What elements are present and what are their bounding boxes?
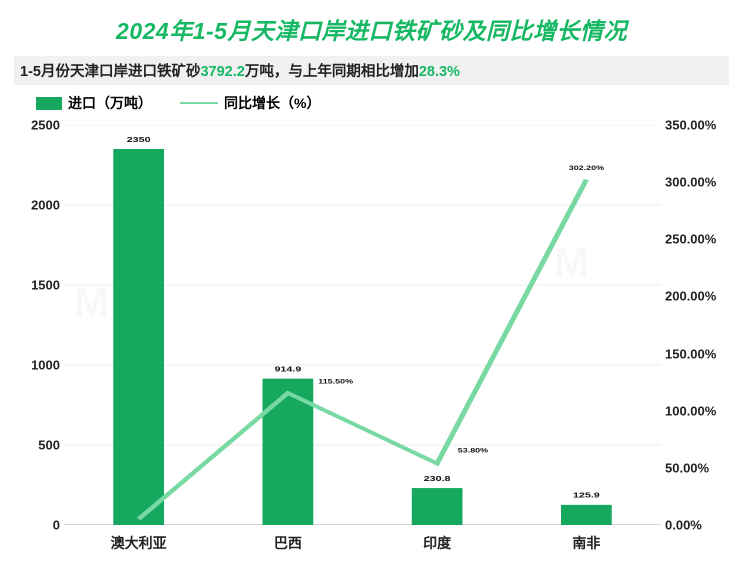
chart-title: 2024年1-5月天津口岸进口铁矿砂及同比增长情况 <box>0 0 743 46</box>
bar <box>412 488 463 525</box>
x-category-label: 巴西 <box>274 533 302 553</box>
x-category-label: 南非 <box>572 533 600 553</box>
legend-item-line: 同比增长（%） <box>180 93 320 113</box>
y-right-tick: 200.00% <box>665 290 729 303</box>
bar-value-label: 914.9 <box>274 365 301 373</box>
y-right-tick: 300.00% <box>665 176 729 189</box>
y-left-tick: 1500 <box>14 279 60 292</box>
bar-value-label: 125.9 <box>573 491 600 499</box>
bar-value-label: 2350 <box>127 136 151 144</box>
subtitle: 1-5月份天津口岸进口铁矿砂3792.2万吨，与上年同期相比增加28.3% <box>14 56 729 85</box>
legend-swatch-line <box>180 102 218 104</box>
subtitle-prefix: 1-5月份天津口岸进口铁矿砂 <box>20 64 200 80</box>
bar <box>113 149 164 525</box>
x-category-label: 澳大利亚 <box>111 533 167 553</box>
y-left-tick: 0 <box>14 519 60 532</box>
y-left-tick: 2000 <box>14 199 60 212</box>
y-right-tick: 250.00% <box>665 233 729 246</box>
bar-value-label: 230.8 <box>424 475 451 483</box>
legend: 进口（万吨） 同比增长（%） <box>36 93 743 113</box>
legend-label-line: 同比增长（%） <box>224 93 320 113</box>
subtitle-mid: 万吨，与上年同期相比增加 <box>245 64 419 80</box>
legend-item-bar: 进口（万吨） <box>36 93 152 113</box>
chart-svg: 2350914.9230.8125.95.20%115.50%53.80%302… <box>64 125 661 525</box>
y-right-tick: 150.00% <box>665 347 729 360</box>
subtitle-value-1: 3792.2 <box>200 64 244 80</box>
line-value-label: 53.80% <box>458 447 489 454</box>
subtitle-value-2: 28.3% <box>419 64 460 80</box>
y-right-tick: 50.00% <box>665 461 729 474</box>
y-axis-right: 0.00%50.00%100.00%150.00%200.00%250.00%3… <box>665 125 729 525</box>
legend-label-bar: 进口（万吨） <box>68 93 152 113</box>
y-axis-left: 05001000150020002500 <box>14 125 60 525</box>
line-series <box>139 180 587 519</box>
x-category-label: 印度 <box>423 533 451 553</box>
line-value-label: 302.20% <box>569 165 605 172</box>
y-right-tick: 100.00% <box>665 404 729 417</box>
y-left-tick: 500 <box>14 439 60 452</box>
line-value-label: 115.50% <box>318 378 353 385</box>
legend-swatch-bar <box>36 97 62 110</box>
y-right-tick: 350.00% <box>665 119 729 132</box>
y-right-tick: 0.00% <box>665 519 729 532</box>
bar <box>561 505 612 525</box>
chart-area: M M 05001000150020002500 0.00%50.00%100.… <box>14 119 729 559</box>
y-left-tick: 2500 <box>14 119 60 132</box>
plot-area: 2350914.9230.8125.95.20%115.50%53.80%302… <box>64 125 661 525</box>
y-left-tick: 1000 <box>14 359 60 372</box>
